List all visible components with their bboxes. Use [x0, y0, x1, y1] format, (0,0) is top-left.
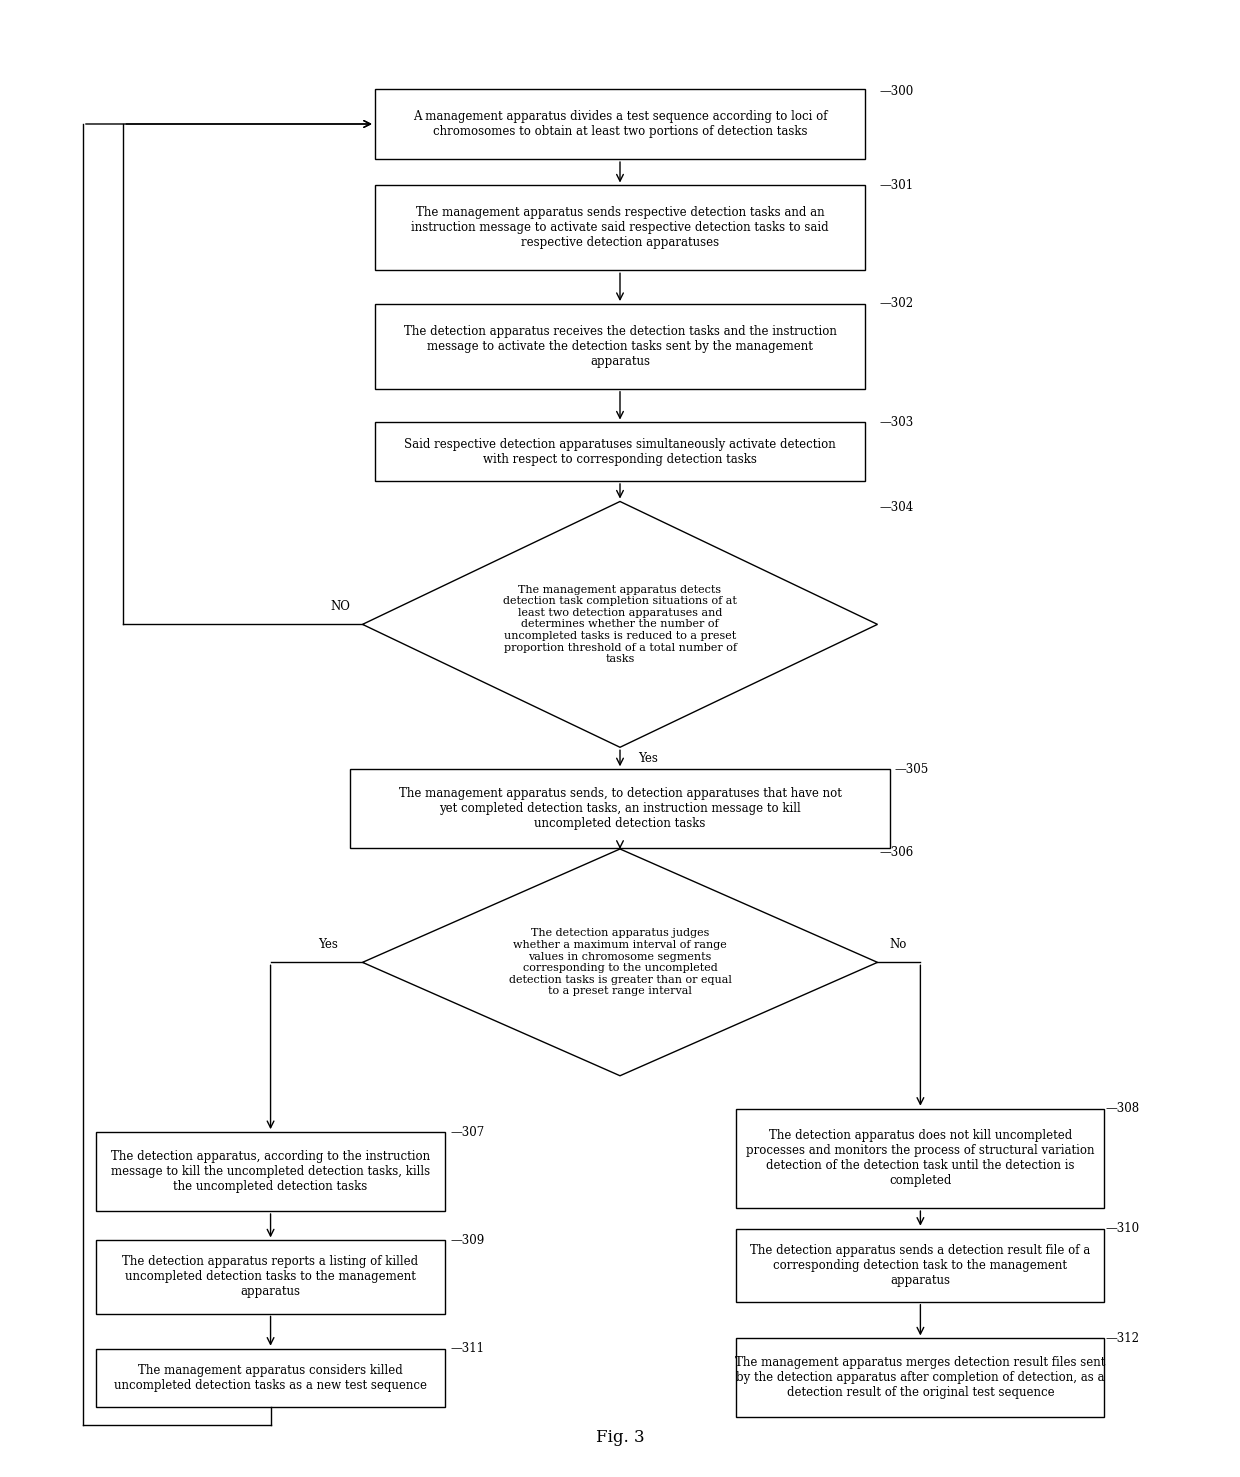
Polygon shape	[362, 502, 878, 747]
Text: —307: —307	[451, 1125, 485, 1139]
Text: —309: —309	[451, 1233, 485, 1247]
FancyBboxPatch shape	[95, 1349, 445, 1408]
Text: Yes: Yes	[639, 752, 658, 765]
FancyBboxPatch shape	[737, 1229, 1105, 1301]
FancyBboxPatch shape	[374, 422, 866, 482]
Text: The detection apparatus judges
whether a maximum interval of range
values in chr: The detection apparatus judges whether a…	[508, 929, 732, 997]
FancyBboxPatch shape	[374, 304, 866, 388]
Text: NO: NO	[330, 600, 350, 613]
Text: —301: —301	[880, 179, 914, 192]
Text: A management apparatus divides a test sequence according to loci of
chromosomes : A management apparatus divides a test se…	[413, 109, 827, 137]
FancyBboxPatch shape	[737, 1338, 1105, 1418]
Text: The detection apparatus, according to the instruction
message to kill the uncomp: The detection apparatus, according to th…	[112, 1151, 430, 1193]
Text: —302: —302	[880, 297, 914, 310]
FancyBboxPatch shape	[95, 1241, 445, 1313]
Text: No: No	[890, 938, 908, 951]
Text: —305: —305	[894, 762, 929, 775]
Text: —304: —304	[880, 501, 914, 514]
FancyBboxPatch shape	[350, 770, 890, 848]
FancyBboxPatch shape	[374, 186, 866, 270]
Text: —308: —308	[1106, 1102, 1140, 1115]
Text: Yes: Yes	[319, 938, 339, 951]
FancyBboxPatch shape	[374, 89, 866, 160]
Text: The management apparatus considers killed
uncompleted detection tasks as a new t: The management apparatus considers kille…	[114, 1363, 427, 1391]
Text: —312: —312	[1106, 1332, 1140, 1346]
FancyBboxPatch shape	[95, 1131, 445, 1211]
Text: The detection apparatus does not kill uncompleted
processes and monitors the pro: The detection apparatus does not kill un…	[746, 1130, 1095, 1188]
Text: The management apparatus detects
detection task completion situations of at
leas: The management apparatus detects detecti…	[503, 585, 737, 665]
Text: —300: —300	[880, 86, 914, 99]
Text: The detection apparatus receives the detection tasks and the instruction
message: The detection apparatus receives the det…	[403, 325, 837, 368]
Text: —303: —303	[880, 417, 914, 428]
Text: —310: —310	[1106, 1221, 1140, 1235]
Text: Fig. 3: Fig. 3	[595, 1430, 645, 1446]
Text: Said respective detection apparatuses simultaneously activate detection
with res: Said respective detection apparatuses si…	[404, 437, 836, 465]
Text: The detection apparatus sends a detection result file of a
corresponding detecti: The detection apparatus sends a detectio…	[750, 1244, 1090, 1286]
Text: The detection apparatus reports a listing of killed
uncompleted detection tasks : The detection apparatus reports a listin…	[123, 1255, 419, 1298]
Text: —311: —311	[451, 1343, 485, 1354]
Text: The management apparatus merges detection result files sent
by the detection app: The management apparatus merges detectio…	[735, 1356, 1106, 1399]
Text: The management apparatus sends respective detection tasks and an
instruction mes: The management apparatus sends respectiv…	[412, 207, 828, 250]
FancyBboxPatch shape	[737, 1109, 1105, 1208]
Polygon shape	[362, 849, 878, 1075]
Text: —306: —306	[880, 846, 914, 860]
Text: The management apparatus sends, to detection apparatuses that have not
yet compl: The management apparatus sends, to detec…	[398, 787, 842, 830]
